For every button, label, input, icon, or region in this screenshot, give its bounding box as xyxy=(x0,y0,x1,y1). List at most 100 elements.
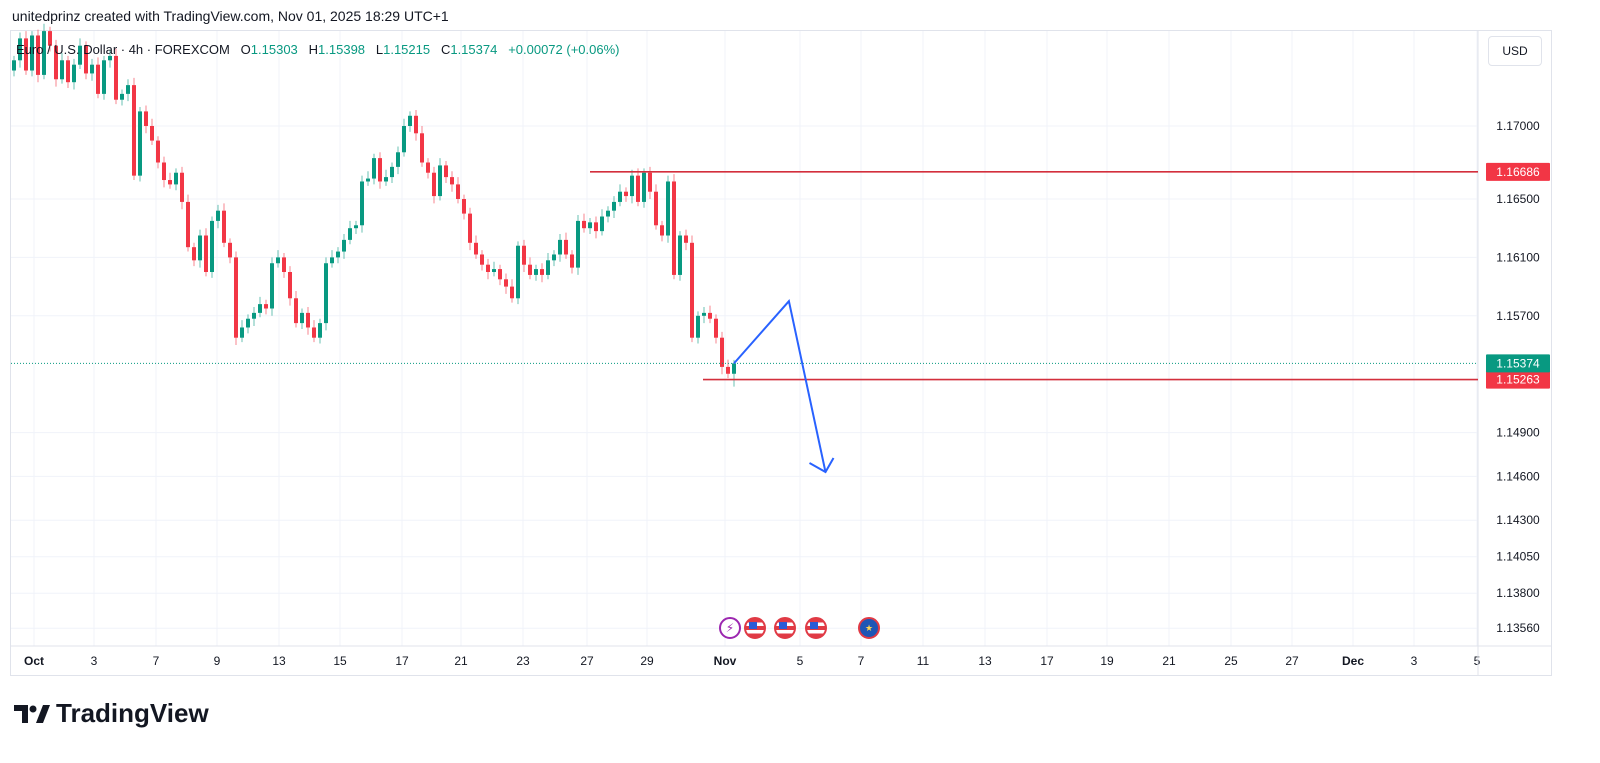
candle-body xyxy=(576,220,580,268)
candle-body xyxy=(270,263,274,309)
candle-body xyxy=(234,257,238,338)
date-tick-label: 9 xyxy=(214,654,221,668)
candle-body xyxy=(132,85,136,176)
candle-body xyxy=(534,269,538,275)
price-tick-label: 1.14900 xyxy=(1496,426,1540,440)
candle-body xyxy=(462,199,466,214)
candle-body xyxy=(510,286,514,299)
candle-body xyxy=(174,172,178,185)
us-flag-icon[interactable] xyxy=(774,617,796,639)
candle-body xyxy=(498,269,502,280)
candle-body xyxy=(168,180,172,185)
date-tick-label: 5 xyxy=(797,654,804,668)
candle-body xyxy=(402,126,406,153)
candle-body xyxy=(96,64,100,94)
candle-body xyxy=(468,213,472,243)
candle-body xyxy=(186,201,190,248)
candle-body xyxy=(90,64,94,74)
candle-body xyxy=(642,172,646,202)
candle-body xyxy=(606,210,610,217)
candle-body xyxy=(522,245,526,265)
candle-body xyxy=(246,318,250,328)
candle-body xyxy=(324,263,328,324)
candle-body xyxy=(504,279,508,287)
price-tick-label: 1.17000 xyxy=(1496,119,1540,133)
eu-flag-icon[interactable]: ★ xyxy=(858,617,880,639)
candle-body xyxy=(732,363,736,374)
candle-body xyxy=(390,166,394,178)
candle-body xyxy=(702,312,706,316)
low-value: 1.15215 xyxy=(383,42,431,57)
close-value: 1.15374 xyxy=(450,42,498,57)
candle-body xyxy=(696,315,700,338)
symbol-name[interactable]: Euro / U.S. Dollar · 4h · FOREXCOM xyxy=(16,42,230,57)
date-tick-label: 17 xyxy=(395,654,409,668)
candle-body xyxy=(300,312,304,324)
candle-body xyxy=(588,222,592,229)
date-tick-label: 11 xyxy=(917,654,930,668)
candle-body xyxy=(48,31,52,46)
candle-body xyxy=(486,264,490,272)
candle-body xyxy=(666,181,670,236)
date-tick-label: 19 xyxy=(1100,654,1114,668)
date-tick-label: 23 xyxy=(516,654,530,668)
candle-body xyxy=(372,158,376,179)
candle-body xyxy=(648,172,652,192)
candle-body xyxy=(192,247,196,261)
candle-body xyxy=(630,175,634,197)
us-flag-icon[interactable] xyxy=(744,617,766,639)
candle-body xyxy=(690,242,694,338)
candle-body xyxy=(162,162,166,181)
candle-body xyxy=(282,257,286,272)
currency-button[interactable]: USD xyxy=(1488,36,1542,66)
date-tick-label: 17 xyxy=(1040,654,1054,668)
candle-body xyxy=(582,220,586,229)
candle-body xyxy=(546,260,550,275)
candle-body xyxy=(30,35,34,71)
level-price-badge-bg xyxy=(1486,162,1550,181)
date-tick-label: 21 xyxy=(1162,654,1176,668)
high-value: 1.15398 xyxy=(318,42,366,57)
date-tick-label: Nov xyxy=(714,654,737,668)
date-tick-label: 13 xyxy=(978,654,992,668)
lightning-icon[interactable]: ⚡ xyxy=(719,617,741,639)
tradingview-logo[interactable]: TradingView xyxy=(14,698,209,729)
candle-body xyxy=(240,327,244,338)
brand-name: TradingView xyxy=(56,698,209,728)
candle-body xyxy=(210,220,214,272)
candle-body xyxy=(684,235,688,243)
candle-body xyxy=(378,158,382,182)
candle-body xyxy=(708,312,712,319)
date-tick-label: 27 xyxy=(1285,654,1299,668)
level-price-badge-bg xyxy=(1486,370,1550,389)
price-tick-label: 1.14300 xyxy=(1496,513,1540,527)
candle-body xyxy=(216,210,220,221)
candle-body xyxy=(36,35,40,75)
candle-body xyxy=(564,239,568,255)
level-price-badge: 1.15263 xyxy=(1496,373,1540,387)
us-flag-icon[interactable] xyxy=(805,617,827,639)
candle-body xyxy=(426,162,430,173)
candle-body xyxy=(354,225,358,229)
chart-frame xyxy=(10,30,1552,676)
candle-body xyxy=(654,191,658,226)
high-label: H xyxy=(308,42,319,57)
candle-body xyxy=(672,181,676,275)
candle-body xyxy=(492,269,496,272)
open-label: O xyxy=(240,42,251,57)
candle-body xyxy=(108,55,112,61)
candle-body xyxy=(552,254,556,261)
candle-body xyxy=(594,222,598,232)
date-tick-label: 29 xyxy=(640,654,654,668)
price-tick-label: 1.15700 xyxy=(1496,309,1540,323)
chart-credit: unitedprinz created with TradingView.com… xyxy=(12,8,449,24)
date-tick-label: 15 xyxy=(333,654,347,668)
candle-body xyxy=(618,191,622,202)
candle-body xyxy=(420,133,424,163)
candle-body xyxy=(474,242,478,255)
candle-body xyxy=(84,45,88,74)
price-tick-label: 1.13560 xyxy=(1496,621,1540,635)
candle-body xyxy=(258,304,262,313)
candle-body xyxy=(150,126,154,141)
